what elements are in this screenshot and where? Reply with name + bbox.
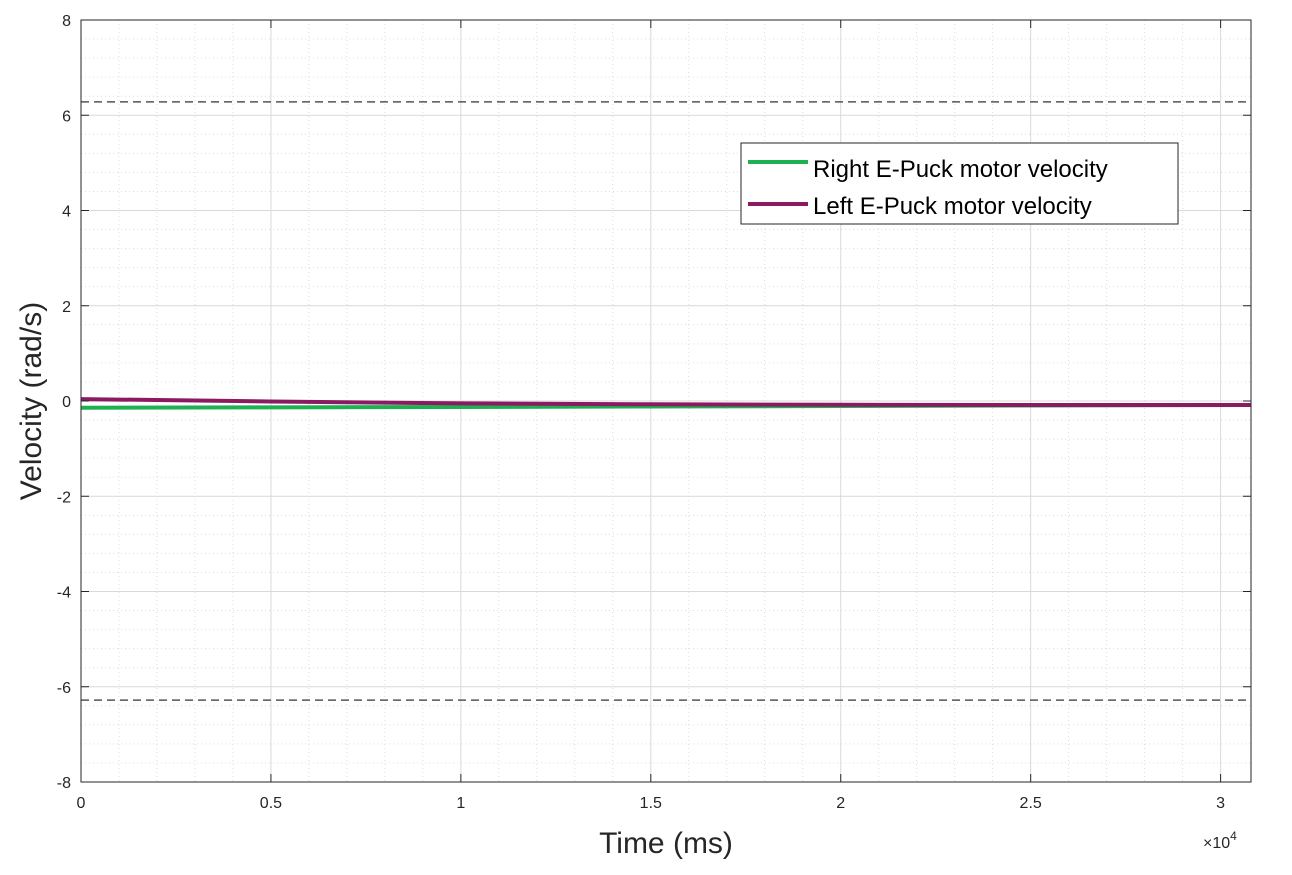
x-exponent-power: 4 bbox=[1230, 829, 1237, 843]
y-tick-label: -8 bbox=[57, 775, 71, 792]
y-tick-label: 2 bbox=[62, 299, 71, 316]
legend-box bbox=[740, 142, 1179, 225]
series-line-left bbox=[80, 397, 1251, 407]
reference-lines bbox=[81, 101, 1251, 701]
y-tick-label: 6 bbox=[62, 108, 71, 125]
x-tick-label: 1 bbox=[456, 795, 465, 812]
tick-labels: 0 0.5 1 1.5 2 2.5 3 -8 -6 -4 -2 0 2 4 6 8 bbox=[57, 13, 1225, 812]
x-axis-title: Time (ms) bbox=[599, 827, 733, 860]
y-tick-label: -2 bbox=[57, 489, 71, 506]
y-tick-label: -4 bbox=[57, 585, 71, 602]
x-tick-label: 2.5 bbox=[1020, 795, 1042, 812]
svg-text:×104: ×104 bbox=[1203, 829, 1237, 852]
x-tick-label: 3 bbox=[1216, 795, 1225, 812]
x-exponent-base: ×10 bbox=[1203, 835, 1230, 852]
axis-ticks bbox=[80, 19, 1251, 783]
x-tick-label: 0.5 bbox=[260, 795, 282, 812]
x-axis-exponent: ×104 bbox=[1203, 829, 1237, 852]
y-axis-title: Velocity (rad/s) bbox=[15, 302, 48, 500]
legend: Right E-Puck motor velocity Left E-Puck … bbox=[740, 142, 1179, 225]
y-tick-label: 8 bbox=[62, 13, 71, 30]
x-tick-label: 0 bbox=[77, 795, 86, 812]
y-tick-label: 0 bbox=[62, 394, 71, 411]
legend-label-right: Right E-Puck motor velocity bbox=[813, 156, 1108, 183]
x-tick-label: 2 bbox=[836, 795, 845, 812]
series-layer bbox=[80, 397, 1252, 410]
x-tick-label: 1.5 bbox=[640, 795, 662, 812]
y-tick-label: 4 bbox=[62, 204, 71, 221]
legend-label-left: Left E-Puck motor velocity bbox=[813, 193, 1092, 220]
y-tick-label: -6 bbox=[57, 680, 71, 697]
